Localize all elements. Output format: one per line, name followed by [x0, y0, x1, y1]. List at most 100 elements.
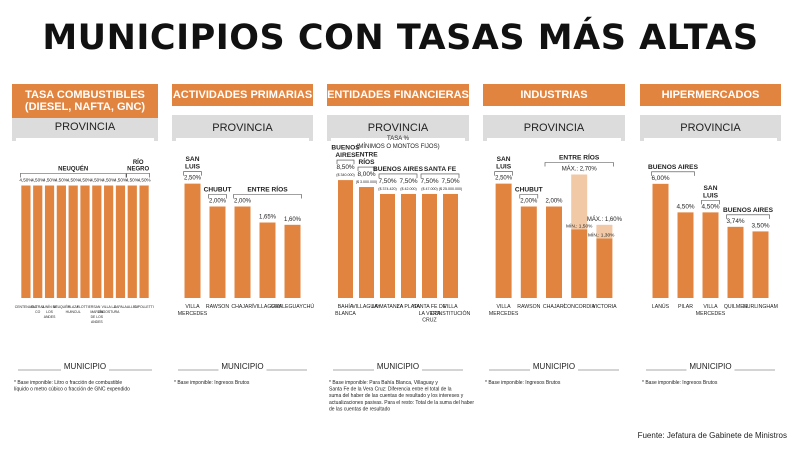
panel-3-province-bracket [357, 166, 376, 172]
panel-1-bar [139, 185, 149, 298]
panel-1-bar [104, 185, 114, 298]
panel-5-province-bracket [726, 214, 770, 219]
panel-1-provincia-label: PROVINCIA [54, 121, 116, 133]
panel-1-category-label: SAN [93, 305, 101, 309]
panel-4-value-label: 2,00% [520, 199, 538, 205]
panel-5-value-label: 6,00% [651, 175, 669, 182]
panel-3-bar [380, 193, 395, 298]
panel-1-value-label: 4,50% [55, 178, 68, 183]
panel-2-municipio-bg [218, 361, 267, 371]
panel-4-footnote: * Base imponible: Ingresos Brutos [485, 380, 561, 386]
panel-2-bar [284, 224, 301, 298]
panel-5-municipio-bg [686, 361, 735, 371]
panel-2-category-label: VILLA [185, 304, 200, 310]
panel-1-value-label: 4,50% [43, 178, 56, 183]
panel-3-province-bracket [420, 173, 460, 178]
panel-4-value-label: MÁX.: 2,70% [562, 165, 598, 172]
panel-5-category-label: LANÚS [652, 303, 670, 310]
panel-1-category-label: CO [35, 310, 40, 314]
panel-5-value-label: 3,50% [751, 222, 769, 229]
panel-3-value-label: 7,50% [378, 178, 396, 185]
panel-3-category-label: VILLA [443, 304, 458, 310]
panel-4-province-name: CHUBUT [515, 187, 543, 194]
panel-2-band [172, 115, 313, 141]
panel-2-provincia-label: PROVINCIA [212, 122, 273, 134]
panel-2-header: ACTIVIDADES PRIMARIAS [172, 84, 313, 106]
panel-3-municipio-label: MUNICIPIO [377, 362, 419, 371]
panel-4-province-bracket [494, 171, 513, 176]
panel-3-minimum-label: ($ 47.000) [421, 187, 437, 191]
panel-4-category-label: CONCORDIA [563, 304, 595, 310]
panel-5-band [640, 115, 781, 141]
panel-3-value-label: 7,50% [420, 178, 438, 185]
panel-1-category-label: VILLA LA [102, 305, 117, 309]
panel-3-category-label: LA PLATA [397, 304, 421, 310]
panel-2-category-label: GUALEGUAYCHÚ [271, 303, 314, 310]
panel-1-bar [68, 185, 78, 298]
panel-1-category-label: ANDES [91, 320, 103, 324]
panel-5-category-label: QUILMES [724, 304, 748, 310]
panel-3-header: ENTIDADES FINANCIERAS [327, 84, 469, 106]
panel-1-bar [127, 185, 137, 298]
panel-1-bar [80, 185, 90, 298]
panel-1-bar [92, 185, 102, 298]
panel-3-category-label: BAHÍA [338, 303, 354, 310]
panel-3-minimum-label: ($ 340.000) [336, 173, 354, 177]
panel-4-min-label: MÍN.: 1,50% [566, 222, 593, 229]
panel-5-category-label: HURLINGHAM [743, 304, 778, 310]
panel-5-province-name: BUENOS AIRES [723, 207, 774, 214]
panel-5-provincia-label: PROVINCIA [680, 122, 741, 134]
panel-3-category-label: CONSTITUCIÓN [431, 310, 471, 317]
page-title: MUNICIPIOS CON TASAS MÁS ALTAS [42, 18, 759, 58]
panel-5-bar [752, 231, 769, 298]
panel-1-category-label: CUTRAL [31, 305, 45, 309]
panel-2-bar [259, 222, 276, 298]
panel-1-bar [21, 185, 31, 298]
panel-2-header-line: ACTIVIDADES PRIMARIAS [172, 89, 313, 101]
panel-4-province-bracket [519, 194, 539, 199]
panel-3-province-name: ENTRE [355, 152, 378, 159]
panel-1-category-label: ZAPALA [114, 305, 127, 309]
panel-3-minimum-label: ($ 42.000) [400, 187, 416, 191]
panel-3-category-label: CRUZ [422, 318, 436, 324]
panel-1-province-bracket [20, 173, 127, 178]
panel-2-bar [209, 206, 226, 298]
panel-1-category-label: PLOTTIER [77, 305, 94, 309]
panel-4-category-label: CHAJARÍ [543, 303, 566, 310]
panel-3-category-label: BLANCA [335, 311, 356, 317]
panel-1-province-name: NEUQUÉN [58, 165, 88, 173]
panel-3-plot-area [331, 138, 465, 378]
panel-1-value-label: 4,50% [114, 178, 127, 183]
panel-3-bar [401, 193, 416, 298]
panel-2-value-label: 2,00% [234, 199, 252, 205]
panel-3-minimum-label: ($ 374.420) [378, 187, 396, 191]
panel-3-category-label: LA MATANZA [372, 304, 404, 310]
panel-1-category-label: PLAZA [68, 305, 79, 309]
panel-1-value-label: 4,50% [138, 178, 151, 183]
panel-1-category-label: CENTENARIO [15, 305, 38, 309]
panel-1-province-bracket [126, 173, 150, 178]
panel-4-bar [520, 206, 537, 298]
panel-1-category-label: NEUQUÉN [53, 304, 71, 309]
panel-4-bar [495, 183, 512, 298]
panel-1-province-name: RÍO [133, 158, 144, 166]
panel-4-province-name: LUIS [496, 164, 512, 171]
panel-4-value-label: 2,50% [495, 176, 513, 182]
panel-1-bar [33, 185, 43, 298]
panel-1-value-label: 4,50% [102, 178, 115, 183]
panel-3-minimum-label: ($ 25.000.000) [439, 187, 462, 191]
panel-4-bar [596, 238, 613, 298]
panel-3-minimum-label: ($ 3.000.000) [356, 180, 377, 184]
panel-3-footnote: Santa Fe de la Vera Cruz: Diferencia ent… [329, 387, 452, 393]
panel-3-bar [443, 193, 458, 298]
panel-3-footnote: de las cuentas de resultado [329, 406, 390, 412]
panel-1-province-name: NEGRO [127, 167, 149, 173]
panel-4-value-label: MÁX.: 1,60% [587, 216, 623, 223]
panel-1-bar [115, 185, 126, 298]
panel-4-band [483, 115, 625, 141]
panel-5-province-bracket [651, 171, 695, 176]
panel-5-bar [652, 183, 669, 298]
panel-1-header-line: (DIESEL, NAFTA, GNC) [24, 101, 146, 113]
panel-4-province-name: SAN [497, 156, 511, 163]
panel-1-footnote: * Base imponible: Litro o fracción de co… [14, 380, 122, 386]
